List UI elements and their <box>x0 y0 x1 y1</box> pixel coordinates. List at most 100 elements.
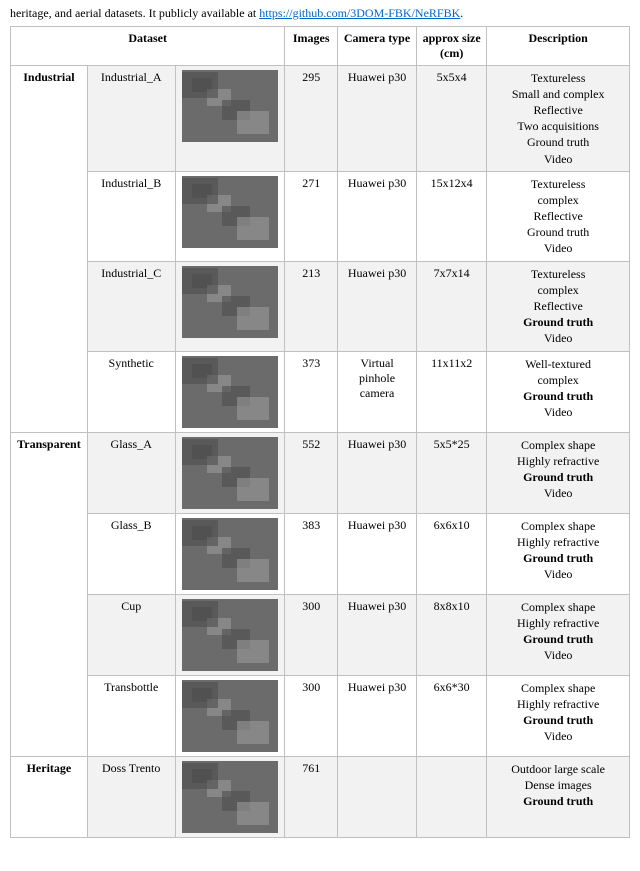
dataset-name: Doss Trento <box>87 756 175 837</box>
description-line: complex <box>491 192 625 208</box>
description-line: Ground truth <box>491 134 625 150</box>
images-count: 552 <box>285 432 338 513</box>
camera-type <box>338 756 417 837</box>
approx-size <box>417 756 487 837</box>
dataset-thumb-cell <box>175 756 285 837</box>
images-count: 213 <box>285 261 338 351</box>
dataset-thumbnail <box>182 266 278 338</box>
description-line: Video <box>491 728 625 744</box>
description-cell: Complex shapeHighly refractiveGround tru… <box>487 432 630 513</box>
col-dataset: Dataset <box>11 26 285 65</box>
dataset-name: Industrial_B <box>87 171 175 261</box>
description-cell: Complex shapeHighly refractiveGround tru… <box>487 513 630 594</box>
table-row: TransparentGlass_A552Huawei p305x5*25Com… <box>11 432 630 513</box>
images-count: 295 <box>285 65 338 171</box>
approx-size: 15x12x4 <box>417 171 487 261</box>
description-line: Complex shape <box>491 437 625 453</box>
col-desc: Description <box>487 26 630 65</box>
table-row: IndustrialIndustrial_A295Huawei p305x5x4… <box>11 65 630 171</box>
category-cell: Transparent <box>11 432 88 756</box>
description-cell: TexturelesscomplexReflectiveGround truth… <box>487 171 630 261</box>
dataset-thumbnail <box>182 437 278 509</box>
description-line: Reflective <box>491 208 625 224</box>
approx-size: 5x5x4 <box>417 65 487 171</box>
col-size: approx size (cm) <box>417 26 487 65</box>
category-cell: Heritage <box>11 756 88 837</box>
camera-type: Virtual pinhole camera <box>338 351 417 432</box>
approx-size: 5x5*25 <box>417 432 487 513</box>
approx-size: 7x7x14 <box>417 261 487 351</box>
description-line: Highly refractive <box>491 696 625 712</box>
table-row: HeritageDoss Trento 761 Outdoor large scal… <box>11 756 630 837</box>
description-line: Ground truth <box>491 793 625 809</box>
description-line: Highly refractive <box>491 615 625 631</box>
description-line: Reflective <box>491 102 625 118</box>
dataset-name: Industrial_A <box>87 65 175 171</box>
dataset-thumb-cell <box>175 65 285 171</box>
description-line: complex <box>491 372 625 388</box>
dataset-name: Cup <box>87 594 175 675</box>
description-line: Textureless <box>491 266 625 282</box>
table-row: Industrial_B 271Huawei p3015x12x4Texturel… <box>11 171 630 261</box>
table-row: Cup300Huawei p308x8x10Complex shapeHighl… <box>11 594 630 675</box>
dataset-name: Glass_B <box>87 513 175 594</box>
dataset-thumb-cell <box>175 351 285 432</box>
images-count: 373 <box>285 351 338 432</box>
dataset-thumb-cell <box>175 675 285 756</box>
images-count: 761 <box>285 756 338 837</box>
dataset-name: Synthetic <box>87 351 175 432</box>
dataset-thumbnail <box>182 761 278 833</box>
dataset-name: Industrial_C <box>87 261 175 351</box>
dataset-thumb-cell <box>175 594 285 675</box>
description-line: Well-textured <box>491 356 625 372</box>
description-line: Complex shape <box>491 518 625 534</box>
col-camera: Camera type <box>338 26 417 65</box>
description-line: Video <box>491 485 625 501</box>
table-row: Transbottle300Huawei p306x6*30Complex sh… <box>11 675 630 756</box>
category-cell: Industrial <box>11 65 88 432</box>
description-cell: Outdoor large scaleDense imagesGround tr… <box>487 756 630 837</box>
description-line: Textureless <box>491 70 625 86</box>
description-line: complex <box>491 282 625 298</box>
dataset-thumb-cell <box>175 513 285 594</box>
col-images: Images <box>285 26 338 65</box>
description-line: Ground truth <box>491 631 625 647</box>
description-cell: TexturelessSmall and complexReflectiveTw… <box>487 65 630 171</box>
description-cell: TexturelesscomplexReflectiveGround truth… <box>487 261 630 351</box>
images-count: 383 <box>285 513 338 594</box>
description-line: Video <box>491 647 625 663</box>
images-count: 300 <box>285 675 338 756</box>
dataset-thumbnail <box>182 70 278 142</box>
dataset-name: Transbottle <box>87 675 175 756</box>
dataset-thumbnail <box>182 680 278 752</box>
description-line: Reflective <box>491 298 625 314</box>
dataset-thumbnail <box>182 356 278 428</box>
repo-link[interactable]: https://github.com/3DOM-FBK/NeRFBK <box>259 6 460 20</box>
description-line: Ground truth <box>491 388 625 404</box>
intro-suffix: . <box>460 6 463 20</box>
description-line: Highly refractive <box>491 453 625 469</box>
description-line: Dense images <box>491 777 625 793</box>
camera-type: Huawei p30 <box>338 594 417 675</box>
description-line: Ground truth <box>491 314 625 330</box>
description-line: Video <box>491 404 625 420</box>
images-count: 300 <box>285 594 338 675</box>
dataset-thumbnail <box>182 518 278 590</box>
table-row: Glass_B383Huawei p306x6x10Complex shapeH… <box>11 513 630 594</box>
description-line: Ground truth <box>491 224 625 240</box>
description-cell: Well-texturedcomplexGround truthVideo <box>487 351 630 432</box>
description-cell: Complex shapeHighly refractiveGround tru… <box>487 675 630 756</box>
description-line: Video <box>491 151 625 167</box>
approx-size: 6x6x10 <box>417 513 487 594</box>
description-line: Small and complex <box>491 86 625 102</box>
description-line: Two acquisitions <box>491 118 625 134</box>
table-row: Industrial_C213Huawei p307x7x14Texturele… <box>11 261 630 351</box>
dataset-thumb-cell <box>175 432 285 513</box>
dataset-thumb-cell <box>175 261 285 351</box>
description-line: Video <box>491 566 625 582</box>
dataset-table: Dataset Images Camera type approx size (… <box>10 26 630 838</box>
camera-type: Huawei p30 <box>338 171 417 261</box>
dataset-name: Glass_A <box>87 432 175 513</box>
dataset-thumb-cell <box>175 171 285 261</box>
images-count: 271 <box>285 171 338 261</box>
